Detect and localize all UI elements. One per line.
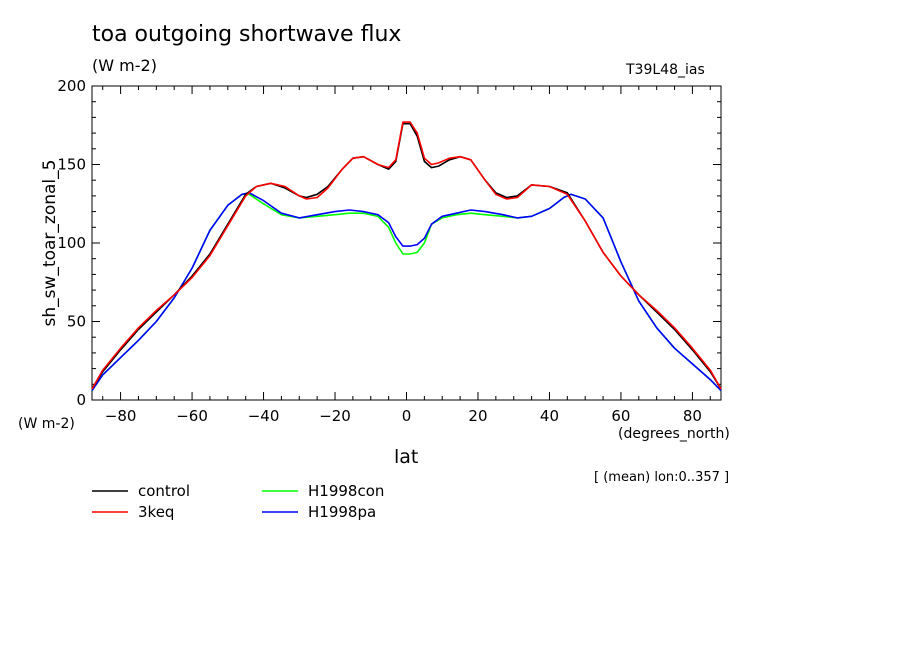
x-tick-label: −80 [105,407,137,425]
averaging-note: [ (mean) lon:0..357 ] [594,470,730,485]
run-label: T39L48_ias [626,62,705,78]
y-tick-label: 50 [67,313,86,331]
x-tick-label: 20 [468,407,487,425]
x-tick-label: 0 [402,407,412,425]
legend-label-h1998pa: H1998pa [308,503,376,521]
y-tick-label: 200 [57,77,86,95]
series-line-control [91,122,722,390]
legend-label-control: control [138,482,190,500]
x-tick-label: −60 [176,407,208,425]
x-tick-label: 40 [540,407,559,425]
y-tick-label: 100 [57,234,86,252]
y-axis-units: (W m-2) [18,416,75,432]
y-tick-label: 150 [57,156,86,174]
x-tick-label: −20 [319,407,351,425]
x-axis-label: lat [394,446,419,468]
x-tick-label: 60 [611,407,630,425]
series-line-h1998pa [91,192,722,392]
x-tick-label: 80 [683,407,702,425]
legend-label-h1998con: H1998con [308,482,384,500]
x-tick-label: −40 [248,407,280,425]
legend-label-3keq: 3keq [138,503,174,521]
series-line-3keq [91,121,722,390]
plot-frame [91,85,722,401]
series-line-h1998con [91,193,722,392]
chart-units: (W m-2) [92,56,157,75]
y-tick-label: 0 [76,391,86,409]
x-axis-units: (degrees_north) [618,426,730,442]
chart-title: toa outgoing shortwave flux [92,22,402,47]
